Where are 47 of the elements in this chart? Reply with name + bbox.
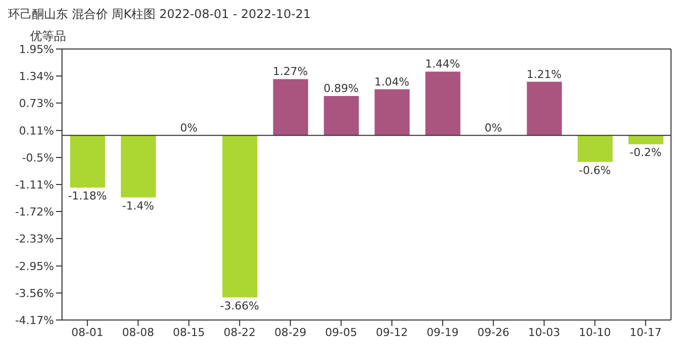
data-label: 0% bbox=[180, 121, 198, 134]
x-tick-label: 08-15 bbox=[172, 326, 205, 339]
data-label: -3.66% bbox=[220, 299, 260, 312]
y-tick-label: -3.56% bbox=[15, 286, 54, 300]
data-label: 1.21% bbox=[526, 68, 562, 81]
y-tick-label: 0.73% bbox=[19, 96, 54, 110]
data-label: -1.4% bbox=[122, 199, 154, 212]
x-tick-label: 10-17 bbox=[630, 326, 662, 339]
x-tick-label: 08-08 bbox=[122, 326, 154, 339]
bar bbox=[526, 82, 562, 136]
bar bbox=[374, 89, 410, 136]
chart-subtitle: 优等品 bbox=[30, 28, 66, 44]
data-label: 0% bbox=[484, 121, 502, 134]
y-tick-label: -1.72% bbox=[15, 205, 54, 218]
bar bbox=[120, 135, 156, 198]
bar bbox=[628, 135, 664, 144]
data-label: 0.89% bbox=[324, 82, 359, 95]
data-label: 1.04% bbox=[374, 75, 410, 88]
x-tick-label: 08-29 bbox=[274, 326, 306, 339]
y-tick-label: 0.11% bbox=[19, 124, 54, 138]
bar bbox=[222, 135, 258, 298]
data-label: 1.44% bbox=[425, 58, 460, 71]
bar bbox=[273, 79, 308, 136]
bar bbox=[425, 72, 460, 136]
data-label: 1.27% bbox=[272, 65, 308, 78]
y-tick-label: 1.95% bbox=[19, 42, 54, 56]
y-tick-label: -4.17% bbox=[15, 314, 54, 327]
data-label: -0.6% bbox=[578, 164, 611, 177]
bar bbox=[578, 135, 613, 162]
x-tick-label: 08-01 bbox=[71, 326, 104, 339]
x-tick-label: 09-19 bbox=[426, 326, 459, 339]
x-tick-label: 09-05 bbox=[325, 326, 358, 339]
y-tick-label: -2.33% bbox=[15, 232, 54, 246]
y-tick-label: -0.5% bbox=[22, 151, 54, 164]
x-tick-label: 09-12 bbox=[376, 326, 408, 339]
chart-title: 环己酮山东 混合价 周K柱图 2022-08-01 - 2022-10-21 bbox=[8, 6, 311, 23]
bar bbox=[70, 135, 106, 188]
y-tick-label: 1.34% bbox=[19, 70, 54, 83]
x-tick-label: 08-22 bbox=[224, 326, 256, 339]
y-tick-label: -2.95% bbox=[15, 260, 54, 273]
bar bbox=[324, 96, 359, 136]
x-tick-label: 10-10 bbox=[578, 326, 611, 339]
data-label: -1.18% bbox=[68, 190, 107, 203]
x-tick-label: 09-26 bbox=[477, 326, 510, 339]
x-tick-label: 10-03 bbox=[528, 326, 560, 339]
y-tick-label: -1.11% bbox=[15, 178, 54, 192]
data-label: -0.2% bbox=[630, 146, 662, 160]
